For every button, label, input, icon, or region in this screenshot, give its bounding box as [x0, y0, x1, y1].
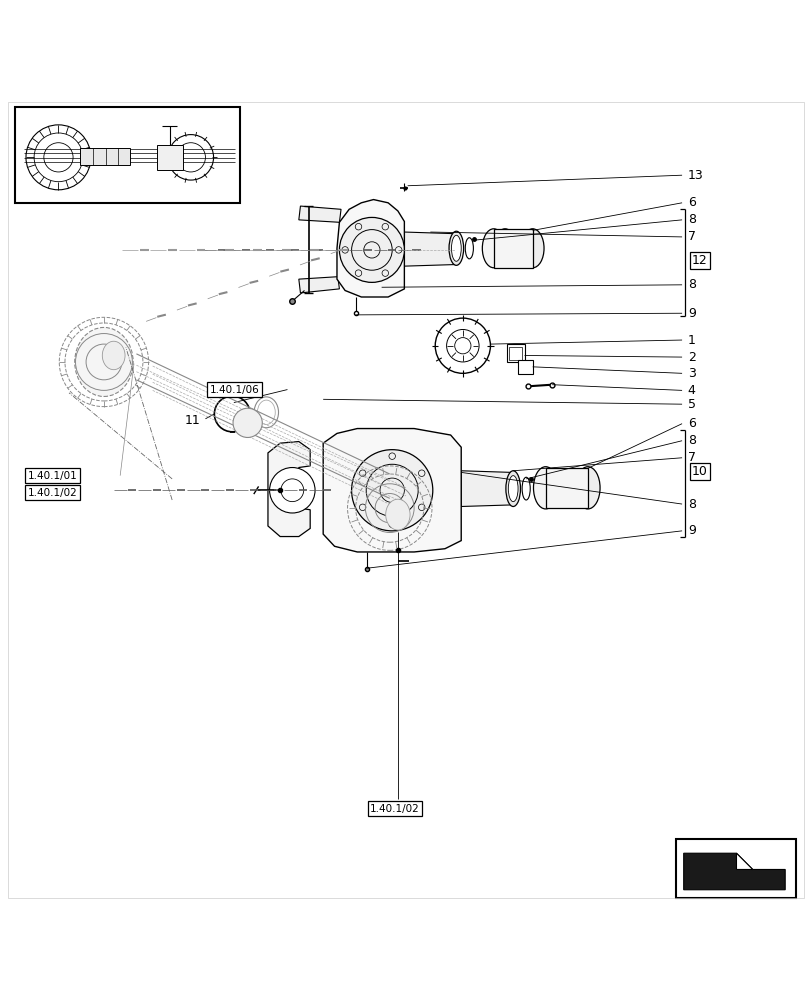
Text: 11: 11: [184, 414, 200, 427]
Bar: [493, 229, 532, 268]
Polygon shape: [337, 200, 404, 297]
Polygon shape: [298, 277, 339, 293]
Circle shape: [435, 318, 490, 373]
Text: 8: 8: [687, 434, 695, 447]
Ellipse shape: [362, 475, 417, 541]
Bar: [157, 145, 182, 170]
Text: 9: 9: [687, 524, 695, 537]
Text: 1.40.1/06: 1.40.1/06: [209, 385, 259, 395]
Ellipse shape: [465, 238, 473, 259]
Polygon shape: [39, 118, 78, 139]
Ellipse shape: [451, 235, 461, 261]
Bar: [79, 148, 130, 165]
Text: 2: 2: [687, 351, 695, 364]
Text: 9: 9: [687, 307, 695, 320]
Text: 1: 1: [687, 334, 695, 347]
Wedge shape: [214, 411, 232, 417]
Text: 6: 6: [687, 196, 695, 209]
Ellipse shape: [533, 467, 557, 509]
Text: 12: 12: [691, 254, 707, 267]
Text: 1.40.1/02: 1.40.1/02: [28, 488, 77, 498]
Text: 8: 8: [687, 213, 695, 226]
Ellipse shape: [508, 476, 517, 502]
Bar: [506, 344, 524, 362]
Text: 1.40.1/01: 1.40.1/01: [28, 471, 77, 481]
Ellipse shape: [75, 327, 133, 396]
Text: 1.40.1/02: 1.40.1/02: [370, 804, 419, 814]
Bar: [15, 107, 240, 203]
Ellipse shape: [575, 467, 599, 509]
Text: 7: 7: [687, 230, 695, 243]
Text: 6: 6: [687, 417, 695, 430]
Text: 5: 5: [687, 398, 695, 411]
Circle shape: [214, 396, 250, 432]
Ellipse shape: [493, 229, 516, 268]
Circle shape: [269, 468, 315, 513]
Text: 8: 8: [687, 278, 695, 291]
Bar: [545, 468, 587, 508]
Polygon shape: [268, 442, 310, 537]
Polygon shape: [736, 853, 752, 869]
Polygon shape: [461, 471, 513, 506]
Ellipse shape: [521, 477, 530, 500]
Text: 8: 8: [687, 498, 695, 511]
Text: 10: 10: [691, 465, 707, 478]
Polygon shape: [323, 429, 461, 552]
Bar: [508, 347, 521, 360]
Ellipse shape: [505, 471, 520, 506]
Bar: [675, 839, 795, 898]
Ellipse shape: [385, 499, 410, 530]
Circle shape: [339, 217, 404, 282]
Polygon shape: [298, 206, 341, 222]
Bar: [517, 360, 532, 374]
Ellipse shape: [448, 231, 463, 265]
Circle shape: [233, 408, 262, 437]
Ellipse shape: [102, 341, 125, 370]
Ellipse shape: [521, 229, 543, 268]
Text: 7: 7: [687, 451, 695, 464]
Text: 13: 13: [687, 169, 702, 182]
Ellipse shape: [482, 229, 504, 268]
Text: 3: 3: [687, 367, 695, 380]
Circle shape: [351, 450, 432, 531]
Polygon shape: [683, 853, 784, 890]
Text: 4: 4: [687, 384, 695, 397]
Polygon shape: [404, 232, 456, 266]
